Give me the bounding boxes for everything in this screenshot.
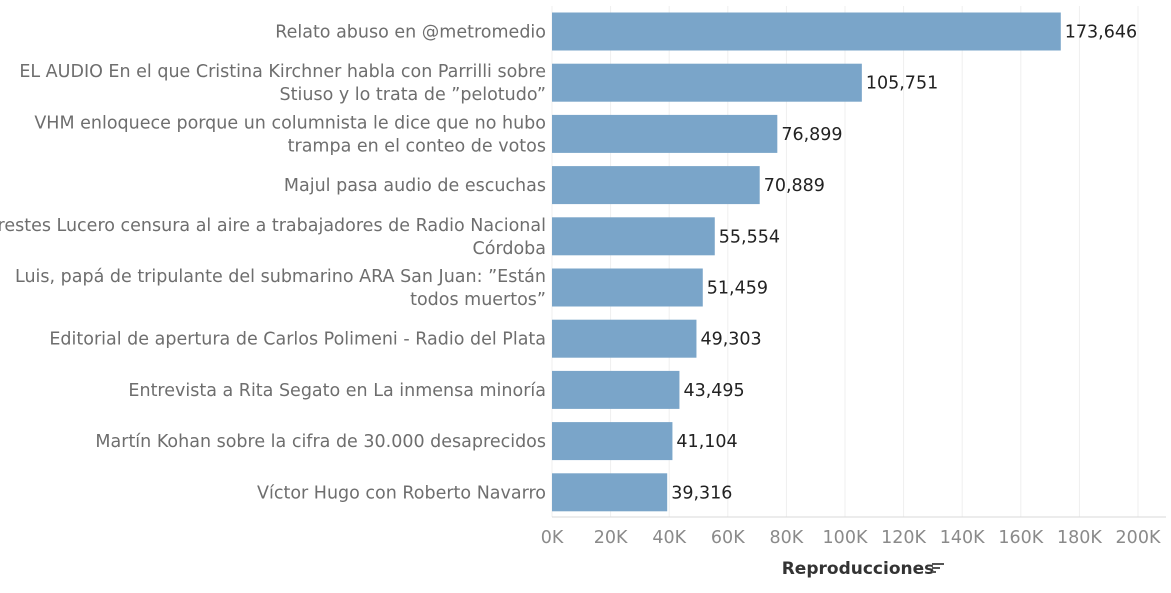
bar[interactable] (552, 63, 862, 102)
category-labels: Relato abuso en @metromedio EL AUDIO En e… (0, 23, 546, 504)
bar[interactable] (552, 114, 778, 153)
category-label-line: Luis, papá de tripulante del submarino A… (15, 267, 546, 287)
category-label-line: Córdoba (473, 239, 546, 259)
value-label: 49,303 (700, 330, 761, 350)
value-labels: 173,646 105,751 76,899 70,889 55,554 51,459 49… (671, 23, 1137, 504)
category-label: Orestes Lucero censura al aire a trabaja… (0, 216, 546, 259)
category-label-line: Víctor Hugo con Roberto Navarro (257, 483, 546, 503)
bar[interactable] (552, 422, 673, 461)
category-label-line: Stiuso y lo trata de ”pelotudo” (280, 85, 546, 105)
bar[interactable] (552, 370, 680, 409)
x-tick-label: 60K (711, 528, 745, 548)
x-tick-label: 120K (881, 528, 926, 548)
category-label-line: Relato abuso en @metromedio (275, 23, 546, 43)
category-label-line: Majul pasa audio de escuchas (284, 176, 546, 196)
category-label-line: todos muertos” (410, 290, 546, 310)
category-label: EL AUDIO En el que Cristina Kirchner hab… (19, 62, 546, 105)
bar[interactable] (552, 268, 703, 307)
category-label: Editorial de apertura de Carlos Polimeni… (49, 330, 546, 350)
value-label: 55,554 (719, 227, 780, 247)
x-tick-label: 80K (770, 528, 804, 548)
value-label: 105,751 (866, 74, 938, 94)
category-label: Martín Kohan sobre la cifra de 30.000 de… (95, 432, 546, 452)
category-label: Víctor Hugo con Roberto Navarro (257, 483, 546, 503)
x-tick-label: 40K (652, 528, 686, 548)
value-label: 173,646 (1065, 23, 1137, 43)
sort-descending-icon[interactable] (932, 563, 944, 573)
category-label: Luis, papá de tripulante del submarino A… (15, 267, 546, 310)
category-label: Relato abuso en @metromedio (275, 23, 546, 43)
bar[interactable] (552, 166, 760, 205)
x-tick-label: 160K (998, 528, 1043, 548)
value-label: 43,495 (683, 381, 744, 401)
category-label: VHM enloquece porque un columnista le di… (34, 113, 546, 156)
bar[interactable] (552, 12, 1061, 51)
category-label: Entrevista a Rita Segato en La inmensa m… (128, 381, 546, 401)
value-label: 51,459 (707, 279, 768, 299)
category-label: Majul pasa audio de escuchas (284, 176, 546, 196)
x-tick-label: 200K (1116, 528, 1161, 548)
value-label: 70,889 (764, 176, 825, 196)
bar[interactable] (552, 217, 715, 256)
x-tick-label: 180K (1057, 528, 1102, 548)
category-label-line: trampa en el conteo de votos (288, 136, 546, 156)
value-label: 76,899 (781, 125, 842, 145)
x-tick-label: 100K (823, 528, 868, 548)
category-label-line: Martín Kohan sobre la cifra de 30.000 de… (95, 432, 546, 452)
bars (552, 12, 1061, 512)
value-label: 41,104 (676, 432, 737, 452)
bar[interactable] (552, 319, 697, 358)
category-label-line: Orestes Lucero censura al aire a trabaja… (0, 216, 546, 236)
value-label: 39,316 (671, 483, 732, 503)
category-label-line: VHM enloquece porque un columnista le di… (34, 113, 546, 133)
x-axis-ticks: 0K 20K 40K 60K 80K 100K 120K 140K 160K 180K 200K (541, 528, 1161, 548)
category-label-line: EL AUDIO En el que Cristina Kirchner hab… (19, 62, 546, 82)
x-axis-title: Reproducciones (782, 559, 935, 579)
x-tick-label: 140K (940, 528, 985, 548)
category-label-line: Entrevista a Rita Segato en La inmensa m… (128, 381, 546, 401)
x-tick-label: 20K (594, 528, 628, 548)
x-tick-label: 0K (541, 528, 564, 548)
bar[interactable] (552, 473, 668, 512)
category-label-line: Editorial de apertura de Carlos Polimeni… (49, 330, 546, 350)
